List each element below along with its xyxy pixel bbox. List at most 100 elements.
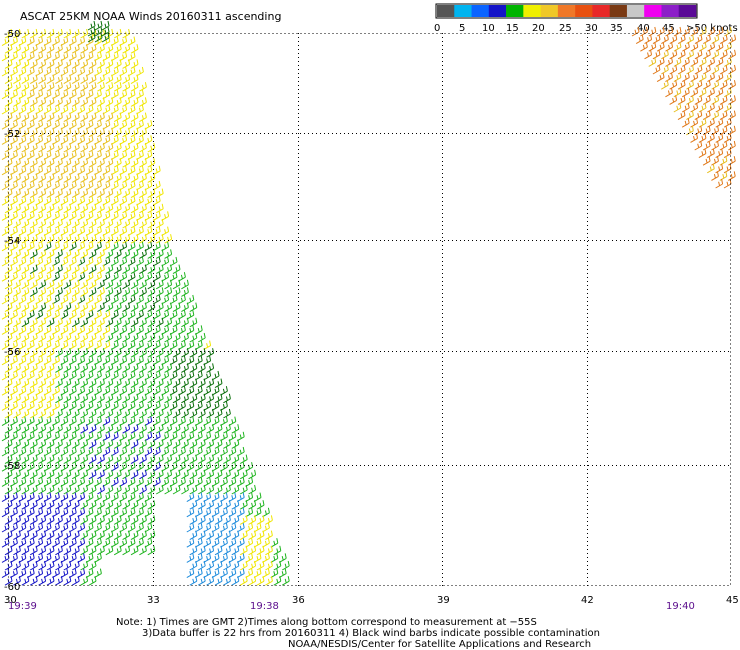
wind-barb [29, 363, 38, 373]
wind-barb [55, 332, 63, 343]
wind-barb [139, 469, 147, 480]
wind-barb [155, 218, 164, 229]
wind-barb [231, 576, 240, 586]
wind-barb [13, 530, 21, 541]
wind-barb [71, 500, 80, 510]
wind-barb [97, 97, 105, 107]
wind-barb [29, 82, 38, 92]
wind-barb [677, 110, 686, 121]
wind-barb [206, 439, 215, 449]
wind-barb [682, 42, 690, 52]
wind-barb [80, 173, 89, 183]
wind-barb [88, 469, 97, 480]
wind-barb [63, 158, 72, 168]
wind-barb [122, 408, 131, 419]
wind-barb [181, 469, 189, 480]
wind-barb [88, 218, 97, 229]
wind-barb [71, 82, 80, 92]
wind-barb [248, 469, 257, 480]
wind-barb [113, 279, 122, 290]
wind-barb [186, 492, 195, 503]
wind-barb [122, 97, 131, 107]
wind-barb [87, 26, 96, 37]
wind-barb [239, 560, 248, 571]
wind-barb [29, 158, 38, 168]
wind-barb [113, 378, 122, 389]
time-label-1939: 19:39 [8, 601, 37, 612]
wind-barb [223, 484, 231, 495]
wind-barb [63, 173, 72, 183]
wind-barb [29, 408, 38, 419]
wind-barb [4, 560, 13, 571]
wind-barb [214, 484, 223, 495]
wind-barb [223, 424, 231, 434]
wind-barb [139, 173, 147, 183]
wind-barb [122, 302, 131, 313]
wind-barb [723, 163, 732, 174]
wind-barb [13, 393, 21, 404]
wind-barb [239, 484, 248, 495]
wind-barb [55, 560, 63, 571]
wind-barb [113, 112, 122, 123]
wind-barb [21, 317, 30, 328]
wind-barb [101, 32, 110, 43]
wind-barb [231, 515, 240, 525]
wind-barb [55, 74, 63, 85]
wind-barb [130, 454, 139, 465]
wind-barb [728, 110, 736, 121]
wind-barb [71, 439, 80, 449]
wind-barb [719, 125, 728, 136]
wind-barb [703, 34, 711, 45]
colorbar-label-30: 30 [585, 23, 598, 34]
wind-barb [71, 112, 80, 123]
wind-barb [88, 484, 97, 495]
wind-barb [105, 158, 114, 168]
wind-barb [694, 34, 703, 45]
wind-barb [71, 393, 80, 404]
wind-barb [21, 188, 30, 199]
wind-barb [29, 469, 38, 480]
colorbar-segment [609, 5, 628, 17]
wind-barb [80, 469, 89, 480]
wind-barb [4, 484, 13, 495]
wind-barb [231, 469, 240, 480]
wind-barb [673, 26, 682, 37]
wind-barb [113, 44, 122, 54]
wind-barb [214, 439, 223, 449]
wind-barb [682, 72, 690, 83]
time-label-1938: 19:38 [250, 601, 279, 612]
wind-barb [122, 218, 131, 229]
wind-barb [46, 74, 55, 85]
wind-barb [38, 249, 47, 259]
wind-barb [21, 408, 30, 419]
wind-barb [139, 234, 147, 244]
wind-barb [189, 545, 198, 556]
wind-barb [181, 287, 189, 297]
wind-barb [21, 484, 30, 495]
wind-barb [46, 545, 55, 556]
wind-barb [197, 484, 206, 495]
wind-barb [172, 393, 181, 404]
wind-barb [55, 173, 63, 183]
colorbar-label-5: 5 [459, 23, 465, 34]
wind-barb [256, 515, 265, 525]
wind-barb [80, 439, 89, 449]
wind-barb [80, 393, 89, 404]
wind-barb [55, 142, 63, 153]
wind-barb [139, 545, 147, 556]
wind-barb [189, 500, 198, 510]
wind-barb [38, 59, 47, 69]
wind-barb [661, 49, 669, 60]
wind-barb [113, 142, 122, 153]
wind-barb [63, 249, 72, 259]
wind-barb [281, 560, 290, 571]
wind-barb [130, 500, 139, 510]
wind-barb [206, 560, 215, 571]
wind-barb [214, 378, 223, 389]
wind-barb [80, 59, 89, 69]
wind-barb [46, 218, 55, 229]
wind-barb [63, 74, 72, 85]
wind-barb [13, 439, 21, 449]
wind-barb [87, 32, 96, 43]
wind-barb [13, 500, 21, 510]
